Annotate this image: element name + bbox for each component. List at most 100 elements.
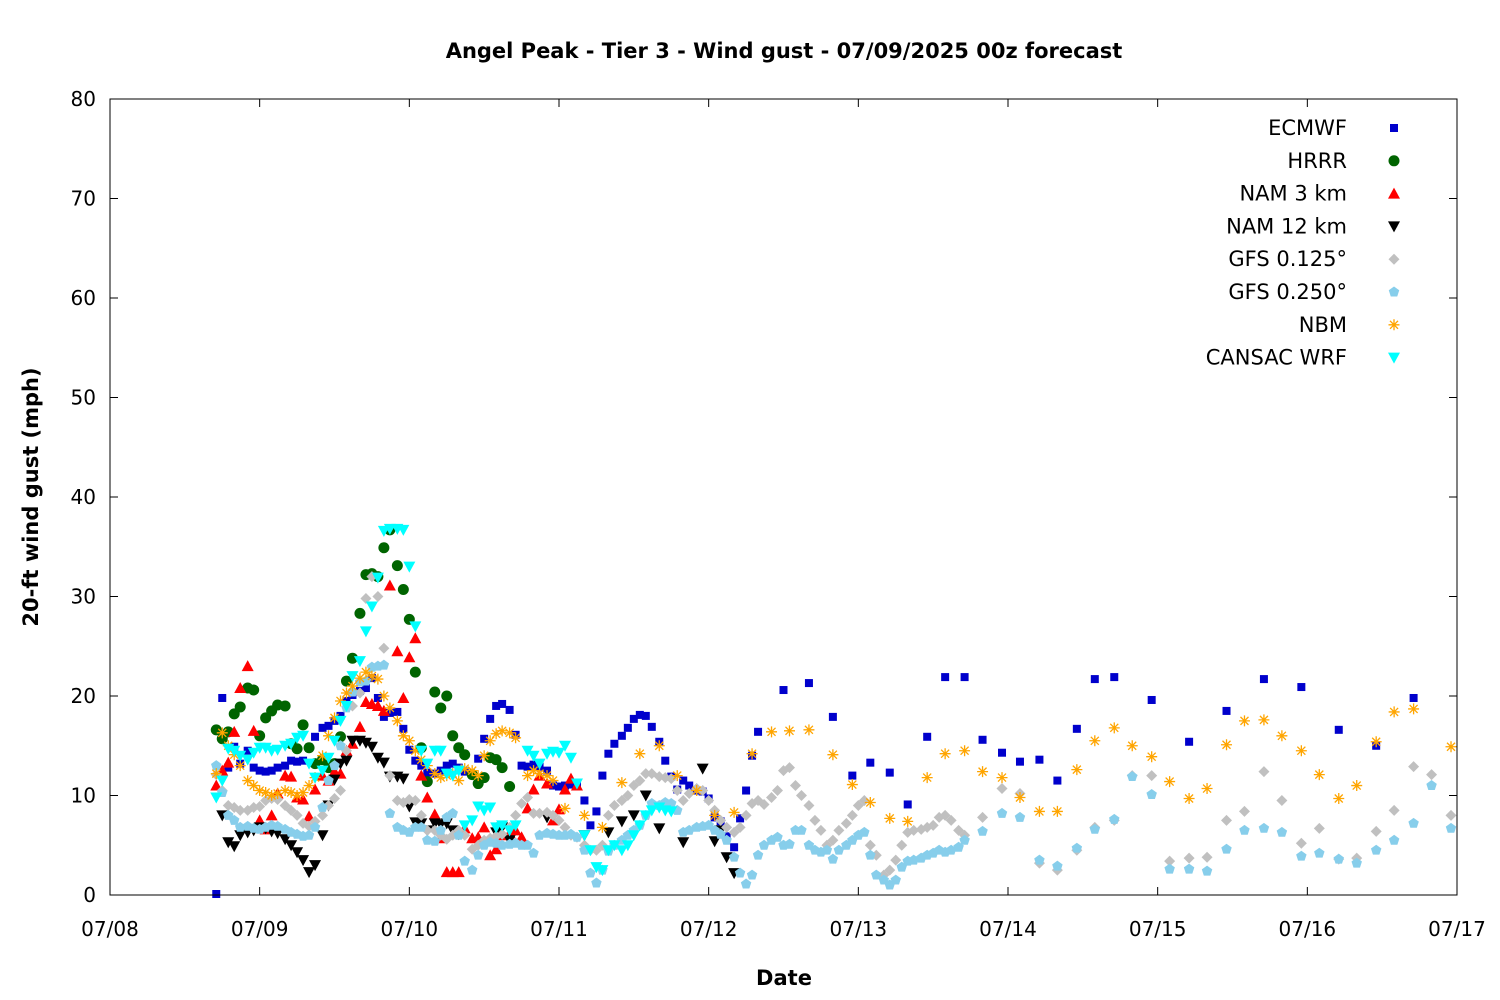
- data-point: [1014, 791, 1026, 803]
- data-point: [534, 807, 546, 819]
- data-point: [585, 867, 596, 878]
- data-point: [397, 730, 409, 742]
- data-point: [247, 724, 260, 736]
- data-point: [218, 693, 227, 702]
- data-point: [653, 802, 666, 814]
- data-point: [403, 651, 416, 663]
- data-point: [721, 821, 733, 833]
- data-point: [384, 770, 396, 782]
- data-point: [354, 672, 366, 684]
- data-point: [234, 701, 246, 713]
- data-point: [365, 741, 378, 753]
- data-point: [448, 759, 457, 768]
- data-point: [927, 819, 939, 831]
- data-point: [303, 758, 316, 770]
- data-point: [247, 747, 260, 759]
- data-point: [608, 840, 621, 852]
- data-point: [515, 831, 528, 843]
- data-point: [472, 770, 484, 782]
- data-point: [653, 823, 666, 835]
- data-point: [346, 652, 358, 664]
- data-point: [335, 740, 346, 751]
- data-point: [328, 735, 341, 747]
- data-point: [766, 791, 778, 803]
- data-point: [666, 797, 677, 808]
- data-point: [615, 816, 628, 828]
- data-point: [254, 800, 266, 812]
- data-point: [1109, 813, 1120, 824]
- legend-label: ECMWF: [1268, 116, 1347, 140]
- data-point: [1072, 724, 1081, 733]
- data-point: [248, 684, 260, 696]
- data-point: [848, 771, 857, 780]
- data-point: [478, 821, 491, 833]
- data-point: [517, 761, 526, 770]
- x-tick-label: 07/15: [1129, 917, 1187, 941]
- data-point: [241, 754, 254, 766]
- data-point: [685, 781, 694, 790]
- data-point: [210, 779, 223, 791]
- data-point: [1408, 817, 1419, 828]
- data-point: [553, 747, 565, 759]
- data-point: [633, 820, 646, 832]
- data-point: [510, 732, 522, 744]
- data-point: [272, 788, 284, 800]
- y-tick-label: 80: [71, 87, 96, 111]
- data-point: [1071, 764, 1083, 776]
- data-point: [234, 760, 246, 772]
- data-point: [234, 830, 247, 842]
- data-point: [478, 805, 491, 817]
- data-point: [234, 821, 246, 832]
- data-point: [977, 766, 989, 778]
- data-point: [409, 621, 422, 633]
- data-point: [639, 810, 652, 822]
- data-point: [317, 809, 329, 821]
- data-point: [959, 745, 971, 757]
- data-point: [372, 591, 384, 602]
- data-point: [758, 798, 770, 810]
- data-point: [902, 815, 914, 827]
- data-point: [1108, 722, 1120, 734]
- legend-label: GFS 0.125°: [1228, 247, 1347, 271]
- data-point: [259, 742, 272, 754]
- data-point: [746, 748, 758, 760]
- data-point: [480, 734, 489, 743]
- data-point: [846, 809, 858, 821]
- data-point: [222, 837, 235, 849]
- data-point: [1183, 863, 1195, 874]
- data-point: [1333, 792, 1345, 804]
- data-point: [346, 680, 358, 692]
- data-point: [671, 785, 683, 797]
- data-point: [939, 748, 951, 760]
- data-point: [490, 754, 502, 766]
- data-point: [522, 791, 534, 803]
- data-point: [635, 710, 644, 719]
- data-point: [346, 671, 359, 683]
- data-point: [996, 772, 1008, 784]
- data-point: [303, 742, 315, 754]
- data-point: [285, 770, 298, 782]
- data-point: [279, 785, 291, 797]
- data-point: [234, 804, 246, 816]
- data-point: [453, 775, 465, 787]
- data-point: [498, 699, 507, 708]
- data-point: [564, 752, 577, 764]
- data-point: [377, 704, 390, 716]
- data-point: [796, 824, 807, 835]
- data-point: [1258, 766, 1270, 778]
- data-point: [359, 626, 372, 638]
- data-point: [1090, 675, 1099, 684]
- data-point: [977, 811, 989, 823]
- data-point: [361, 684, 370, 693]
- data-point: [516, 797, 528, 809]
- data-point: [267, 766, 276, 775]
- data-point: [317, 801, 328, 812]
- data-point: [865, 849, 876, 860]
- data-point: [415, 809, 427, 821]
- data-point: [222, 756, 235, 768]
- data-point: [740, 878, 752, 889]
- data-point: [1388, 706, 1400, 718]
- data-point: [1146, 789, 1157, 799]
- data-point: [527, 750, 540, 762]
- legend-marker: [1388, 319, 1400, 331]
